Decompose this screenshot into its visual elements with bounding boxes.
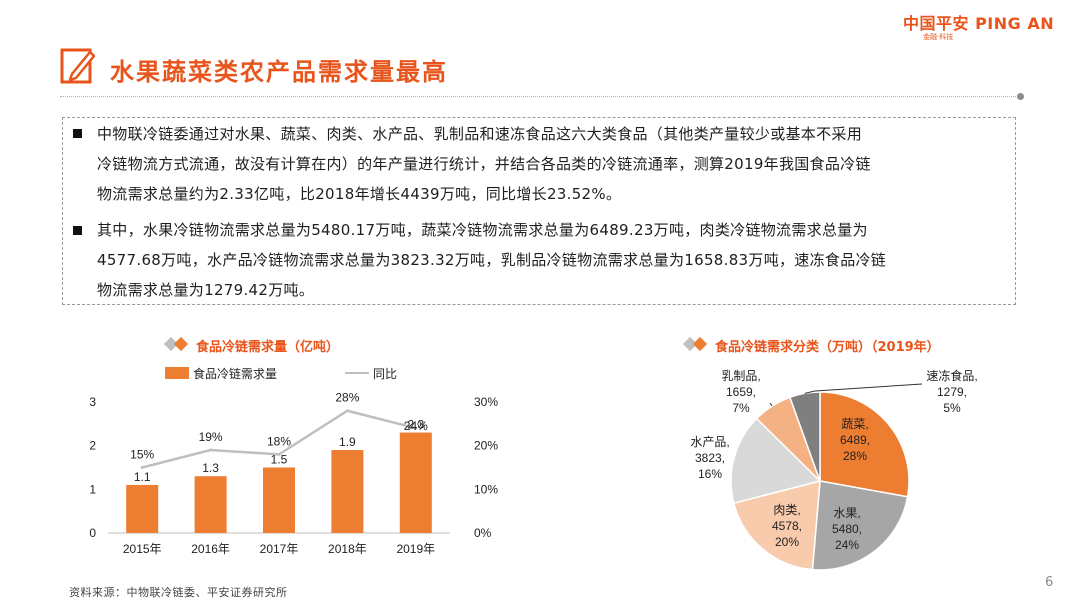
bar-value-label: 1.9 — [339, 435, 356, 449]
y2-tick-label: 30% — [474, 395, 498, 409]
page-title: 水果蔬菜类农产品需求量最高 — [110, 58, 448, 86]
pie-slice-label: 28% — [843, 449, 867, 463]
bar — [194, 476, 227, 533]
pie-leader-line — [804, 383, 923, 394]
pie-slice-label: 6489, — [840, 433, 870, 447]
y2-tick-label: 20% — [474, 439, 498, 453]
paragraph-2-line-3: 物流需求总量为1279.42万吨。 — [97, 281, 315, 299]
pie-chart-title: 食品冷链需求分类（万吨）（2019年） — [715, 340, 940, 355]
pie-slice-label: 1659, — [726, 385, 756, 399]
summary-textbox: 中物联冷链委通过对水果、蔬菜、肉类、水产品、乳制品和速冻食品这六大类食品（其他类… — [62, 117, 1016, 305]
bar-value-label: 1.1 — [134, 470, 151, 484]
bar — [126, 484, 159, 533]
page-number: 6 — [1045, 575, 1054, 590]
yoy-value-label: 28% — [335, 391, 359, 405]
y2-tick-label: 0% — [474, 526, 492, 540]
x-tick-label: 2015年 — [123, 542, 162, 556]
pie-slice-label: 水果, — [833, 506, 860, 520]
pie-slice-label: 1279, — [937, 385, 967, 399]
pie-slice — [730, 417, 822, 505]
pie-slice-label: 肉类, — [773, 503, 800, 517]
pie-slice-label: 24% — [835, 538, 859, 552]
yoy-line — [141, 409, 417, 469]
bar — [263, 467, 295, 533]
y-tick-label: 3 — [89, 395, 96, 409]
bullet-1 — [73, 129, 82, 138]
paragraph-1-line-1: 中物联冷链委通过对水果、蔬菜、肉类、水产品、乳制品和速冻食品这六大类食品（其他类… — [97, 125, 863, 143]
yoy-point — [345, 409, 349, 413]
yoy-point — [140, 466, 144, 469]
paragraph-1: 中物联冷链委通过对水果、蔬菜、肉类、水产品、乳制品和速冻食品这六大类食品（其他类… — [97, 119, 1005, 209]
pingan-logo: 中国平安 PING AN 金融·科技 — [903, 10, 1068, 44]
yoy-value-label: 18% — [267, 434, 291, 448]
pie-slice-label: 7% — [732, 401, 750, 415]
yoy-value-label: 19% — [199, 430, 223, 444]
pie-slice — [732, 480, 821, 571]
bar-chart-title: 食品冷链需求量（亿吨） — [196, 340, 340, 355]
title-diamond-orange — [173, 336, 189, 352]
pie-slice-label: 3823, — [695, 451, 725, 465]
legend-line-swatch — [345, 372, 369, 374]
paragraph-2: 其中，水果冷链物流需求总量为5480.17万吨，蔬菜冷链物流需求总量为6489.… — [97, 215, 1005, 305]
y-tick-label: 0 — [89, 526, 96, 540]
pie-slice-label: 20% — [775, 535, 799, 549]
pie-slice-label: 水产品, — [690, 435, 729, 449]
bullet-2 — [73, 226, 82, 235]
legend-bar-label: 食品冷链需求量 — [193, 367, 278, 381]
yoy-point — [277, 452, 281, 456]
pie-leader-line — [769, 402, 773, 407]
y2-tick-label: 10% — [474, 482, 498, 496]
pie-title-diamond-orange — [692, 336, 708, 352]
paragraph-2-line-2: 4577.68万吨，水产品冷链物流需求总量为3823.32万吨，乳制品冷链物流需… — [97, 251, 887, 269]
y-tick-label: 2 — [89, 439, 96, 453]
divider-end-dot — [1017, 93, 1024, 100]
bar-value-label: 1.5 — [271, 453, 288, 467]
x-tick-label: 2017年 — [260, 542, 299, 556]
source-note: 资料来源：中物联冷链委、平安证券研究所 — [69, 586, 288, 599]
logo-tagline: 金融·科技 — [923, 33, 954, 41]
yoy-point — [209, 448, 213, 452]
x-tick-label: 2016年 — [191, 542, 230, 556]
pie-slice-label: 速冻食品, — [926, 368, 977, 383]
legend-bar-swatch — [165, 367, 189, 379]
pie-slice — [788, 391, 821, 482]
x-tick-label: 2019年 — [396, 542, 435, 556]
edit-note-icon — [60, 48, 96, 84]
pie-slice-label: 乳制品, — [721, 369, 760, 383]
pie-slice — [819, 391, 910, 498]
pie-slice — [755, 396, 821, 482]
paragraph-1-line-2: 冷链物流方式流通，故没有计算在内）的年产量进行统计，并结合各品类的冷链流通率，测… — [97, 155, 871, 173]
yoy-value-label: 24% — [404, 419, 428, 433]
title-divider — [60, 96, 1020, 97]
pie-slice-label: 5480, — [832, 522, 862, 536]
bar — [331, 450, 364, 533]
pie-slice — [811, 480, 909, 571]
logo-brand: 中国平安 PING AN — [903, 14, 1055, 33]
bar-value-label: 1.3 — [202, 461, 219, 475]
legend-line-label: 同比 — [373, 367, 398, 381]
pie-slice-label: 蔬菜, — [841, 417, 868, 431]
bar-value-label: 2.3 — [407, 418, 424, 432]
pie-slice-label: 16% — [698, 467, 722, 481]
y-tick-label: 1 — [89, 482, 96, 496]
bar — [399, 432, 432, 533]
yoy-value-label: 15% — [130, 448, 154, 462]
yoy-point — [414, 426, 418, 430]
paragraph-1-line-3: 物流需求总量约为2.33亿吨，比2018年增长4439万吨，同比增长23.52%… — [97, 185, 622, 203]
pie-slice-label: 4578, — [772, 519, 802, 533]
pie-slice-label: 5% — [943, 401, 961, 415]
paragraph-2-line-1: 其中，水果冷链物流需求总量为5480.17万吨，蔬菜冷链物流需求总量为6489.… — [97, 221, 868, 239]
x-tick-label: 2018年 — [328, 542, 367, 556]
